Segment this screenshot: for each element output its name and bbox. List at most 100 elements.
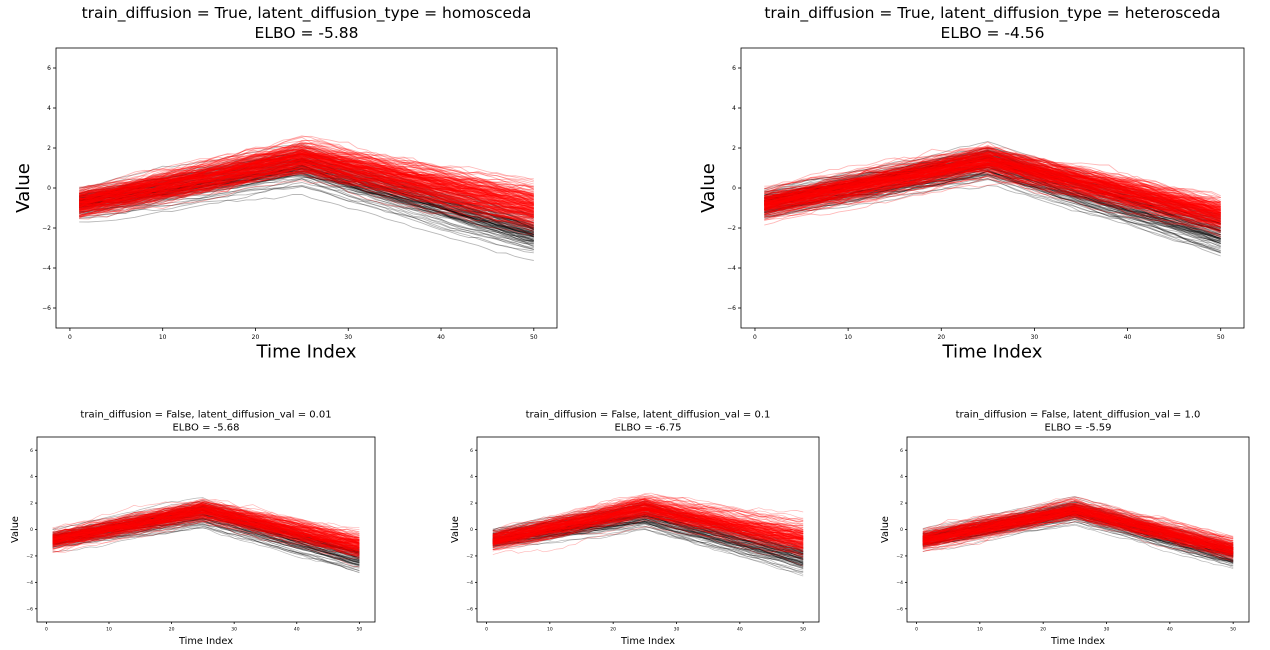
y-tick-label: −4 xyxy=(896,580,903,586)
series-line xyxy=(492,516,804,560)
series-line xyxy=(52,510,360,555)
series-line xyxy=(492,522,804,567)
series-line xyxy=(764,150,1221,217)
series-line xyxy=(52,506,360,551)
series-line xyxy=(764,147,1221,202)
series-line xyxy=(79,159,534,214)
series-line xyxy=(79,152,534,206)
series-line xyxy=(52,511,360,553)
series-line xyxy=(79,160,534,226)
series-line xyxy=(764,166,1221,222)
series-line xyxy=(922,523,1234,567)
series-line xyxy=(922,515,1234,561)
series-line xyxy=(52,516,360,559)
series-line xyxy=(492,516,804,551)
series-line xyxy=(492,507,804,544)
series-line xyxy=(79,167,534,226)
series-line xyxy=(78,147,534,198)
series-line xyxy=(922,513,1234,562)
series-line xyxy=(492,503,804,538)
series-line xyxy=(492,510,804,547)
series-line xyxy=(922,509,1234,553)
series-line xyxy=(79,169,534,235)
series-line xyxy=(79,158,534,224)
series-line xyxy=(79,145,535,198)
series-line xyxy=(764,153,1221,217)
series-line xyxy=(922,508,1234,550)
series-line xyxy=(492,509,804,548)
series-line xyxy=(922,508,1234,548)
series-line xyxy=(492,516,804,553)
series-line xyxy=(922,509,1234,554)
series-line xyxy=(79,143,534,213)
series-line xyxy=(764,155,1221,229)
series-line xyxy=(764,164,1221,213)
series-line xyxy=(52,521,360,556)
series-line xyxy=(52,505,360,554)
series-line xyxy=(492,507,804,549)
series-line xyxy=(52,502,360,539)
series-line xyxy=(922,501,1234,550)
series-line xyxy=(492,508,804,541)
series-line xyxy=(79,165,534,236)
series-line xyxy=(764,166,1221,222)
series-line xyxy=(52,512,360,547)
series-line xyxy=(764,147,1221,206)
series-line xyxy=(922,510,1234,548)
series-line xyxy=(79,151,534,199)
series-line xyxy=(52,510,360,549)
series-line xyxy=(79,157,534,229)
series-lines xyxy=(922,495,1234,569)
series-line xyxy=(52,500,360,544)
series-line xyxy=(764,173,1221,248)
x-tick-label: 10 xyxy=(159,334,167,341)
series-line xyxy=(492,513,804,546)
series-line xyxy=(79,158,534,232)
series-line xyxy=(492,507,804,549)
series-line xyxy=(922,511,1234,555)
series-line xyxy=(492,507,804,544)
series-line xyxy=(922,506,1234,548)
series-line xyxy=(492,500,804,540)
series-line xyxy=(52,510,360,547)
series-line xyxy=(764,155,1221,222)
series-line xyxy=(79,159,534,212)
series-line xyxy=(492,516,804,558)
series-line xyxy=(492,503,804,540)
series-line xyxy=(52,507,360,546)
series-line xyxy=(79,160,534,209)
series-line xyxy=(764,161,1221,222)
y-tick-label: −4 xyxy=(727,265,736,272)
series-line xyxy=(79,161,534,213)
series-line xyxy=(52,507,360,546)
series-line xyxy=(52,520,360,568)
series-line xyxy=(764,166,1221,228)
series-line xyxy=(922,511,1234,554)
series-line xyxy=(52,507,360,556)
series-line xyxy=(79,162,534,213)
series-line xyxy=(922,496,1234,540)
series-line xyxy=(79,174,534,243)
series-line xyxy=(52,513,360,550)
series-line xyxy=(52,503,360,536)
series-line xyxy=(764,150,1221,225)
series-line xyxy=(764,164,1221,218)
y-tick-label: 4 xyxy=(732,105,736,112)
series-line xyxy=(79,167,534,224)
series-line xyxy=(52,506,360,554)
series-line xyxy=(764,160,1221,216)
series-line xyxy=(764,166,1221,220)
series-line xyxy=(52,508,360,546)
series-line xyxy=(79,157,534,213)
series-line xyxy=(764,166,1221,234)
series-line xyxy=(492,516,804,556)
series-line xyxy=(79,166,534,233)
series-line xyxy=(52,510,360,545)
series-line xyxy=(922,518,1234,555)
series-line xyxy=(764,158,1221,239)
series-line xyxy=(492,513,804,555)
series-line xyxy=(922,518,1234,555)
series-line xyxy=(492,513,804,558)
series-line xyxy=(764,147,1221,206)
series-line xyxy=(922,516,1234,560)
